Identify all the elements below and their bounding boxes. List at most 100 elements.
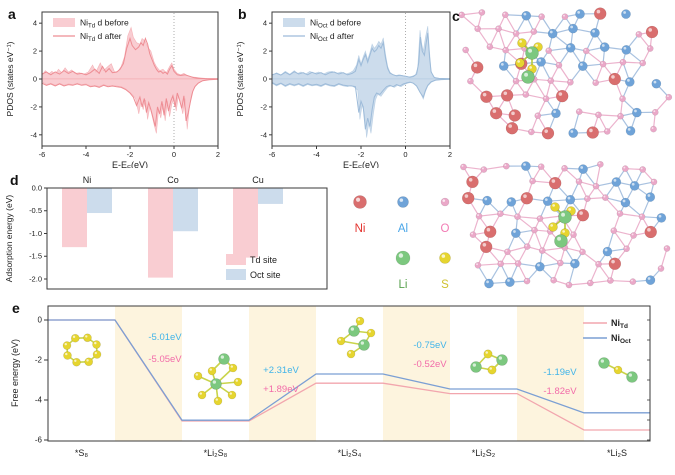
atom-highlight	[498, 356, 502, 360]
molecule-li2s8	[193, 353, 243, 406]
y-axis-title: PDOS (states eV⁻¹)	[235, 41, 245, 116]
transition-band	[383, 306, 450, 441]
step-label-blue-0: -5.01eV	[148, 332, 182, 343]
atom-highlight	[620, 96, 623, 99]
lattice-atom-Al	[568, 128, 579, 138]
atom-highlight	[523, 92, 526, 95]
lattice-atom-O	[602, 194, 609, 202]
atom-highlight	[640, 167, 643, 170]
atom-highlight	[548, 78, 551, 81]
lattice-bond	[598, 263, 611, 281]
atom-highlight	[503, 48, 506, 51]
atom-highlight	[658, 214, 662, 218]
lattice-bond	[589, 263, 600, 284]
atom-highlight	[563, 14, 565, 17]
atom-highlight	[348, 351, 351, 354]
lattice-bond	[595, 164, 601, 187]
panel-d-adsorption-bar-chart: Ni Co Cu 0.0 -0.5 -1.0 -1.5 -2.0 Adsorption ener…	[4, 175, 328, 290]
atom-highlight	[459, 12, 462, 15]
lattice-bond	[472, 215, 480, 235]
atom-highlight	[636, 32, 639, 35]
lattice-atom-Al	[521, 161, 531, 171]
y-tick-label: -2	[30, 102, 37, 111]
bar-oct-Cu	[258, 188, 283, 204]
lattice-atom-Al	[620, 197, 631, 208]
lattice-bond	[541, 250, 561, 264]
x-tick-label: -2	[358, 150, 365, 159]
atom-highlight	[553, 110, 556, 114]
lattice-atom-O	[650, 178, 658, 186]
atom-color-legend: Ni Al O Li S	[353, 195, 451, 291]
lattice-bond	[545, 80, 552, 99]
atom-highlight	[498, 211, 501, 214]
lattice-atom-O	[512, 30, 520, 37]
lattice-atom-O	[619, 58, 627, 66]
energy-plot	[47, 305, 651, 442]
atom-highlight	[209, 368, 212, 371]
y-axis-title: PDOS (states eV⁻¹)	[5, 41, 15, 116]
atom-highlight	[529, 66, 532, 69]
atom-highlight	[537, 263, 540, 267]
atom-highlight	[596, 9, 601, 14]
lattice-bond	[619, 213, 643, 218]
lattice-atom-Ni	[470, 61, 484, 74]
molecule-atom	[62, 341, 72, 350]
atom-highlight	[562, 166, 565, 169]
lattice-atom-O	[657, 265, 665, 272]
panel-a-pdos-nitd-chart: -6 -4 -2 0 2 -4 -2 0 2 4 E-EF(eV) PDOS (states eV⁻¹…	[5, 11, 220, 168]
step-label-blue-2: -0.75eV	[413, 340, 447, 351]
lattice-atom-O	[595, 111, 602, 119]
cluster-atom-Li	[525, 46, 539, 60]
lattice-atom-O	[478, 9, 486, 16]
atom-highlight	[65, 352, 68, 356]
lattice-bond	[568, 282, 591, 286]
cluster-atom-S	[517, 38, 527, 48]
lattice-bond	[504, 14, 517, 34]
lattice-atom-O	[635, 30, 643, 38]
lattice-atom-O	[638, 213, 646, 221]
atom-highlight	[666, 95, 669, 98]
lattice-atom-O	[475, 212, 483, 220]
panel-c-structure-top	[458, 7, 673, 140]
lattice-atom-O	[630, 232, 637, 239]
lattice-atom-Al	[568, 23, 578, 34]
atom-highlight	[615, 367, 618, 370]
lattice-atom-O	[629, 278, 637, 285]
lattice-atom-O	[523, 277, 531, 285]
y-tick-label: 2	[263, 47, 267, 56]
molecule-atom	[346, 349, 356, 359]
legend-label-nioct: NiOct	[611, 333, 632, 345]
atom-highlight	[515, 214, 518, 217]
pdos-area-NiOct-d-before-spin-down	[271, 78, 451, 138]
x-tick-label: -6	[39, 150, 46, 159]
axes: -6 -4 -2 0 2 -4 -2 0 2 4 E-EF(eV) PDOS (states eV⁻¹…	[235, 19, 452, 168]
lattice-bond	[598, 114, 621, 117]
lattice-atom-O	[570, 231, 577, 239]
lattice-atom-O	[646, 45, 654, 52]
lattice-bond	[564, 167, 580, 182]
lattice-bond	[477, 263, 501, 266]
atom-highlight	[627, 78, 630, 82]
atom-sphere-S	[439, 252, 451, 264]
atom-highlight	[484, 197, 488, 201]
atom-highlight	[468, 79, 471, 81]
atom-highlight	[648, 28, 653, 32]
atom-highlight	[338, 338, 341, 341]
bar-td-Ni	[62, 188, 87, 248]
atom-highlight	[360, 341, 364, 345]
atom-highlight	[618, 211, 620, 214]
lattice-atom-O	[538, 13, 545, 20]
lattice-bond	[533, 229, 543, 251]
atom-highlight	[482, 92, 487, 97]
atom-highlight	[651, 127, 654, 129]
step-label-blue-3: -1.19eV	[543, 367, 577, 378]
y-tick-label: -2.0	[29, 274, 42, 283]
lattice-atom-Al	[645, 192, 656, 202]
y-tick-label: 0.0	[32, 184, 42, 193]
lattice-atom-Al	[482, 195, 493, 206]
atom-legend-item-Al: Al	[397, 196, 409, 235]
lattice-atom-Ni	[505, 121, 519, 135]
cluster-atom-Li	[554, 234, 568, 248]
bar-td-Co	[148, 188, 173, 278]
molecule-atom	[233, 377, 243, 387]
